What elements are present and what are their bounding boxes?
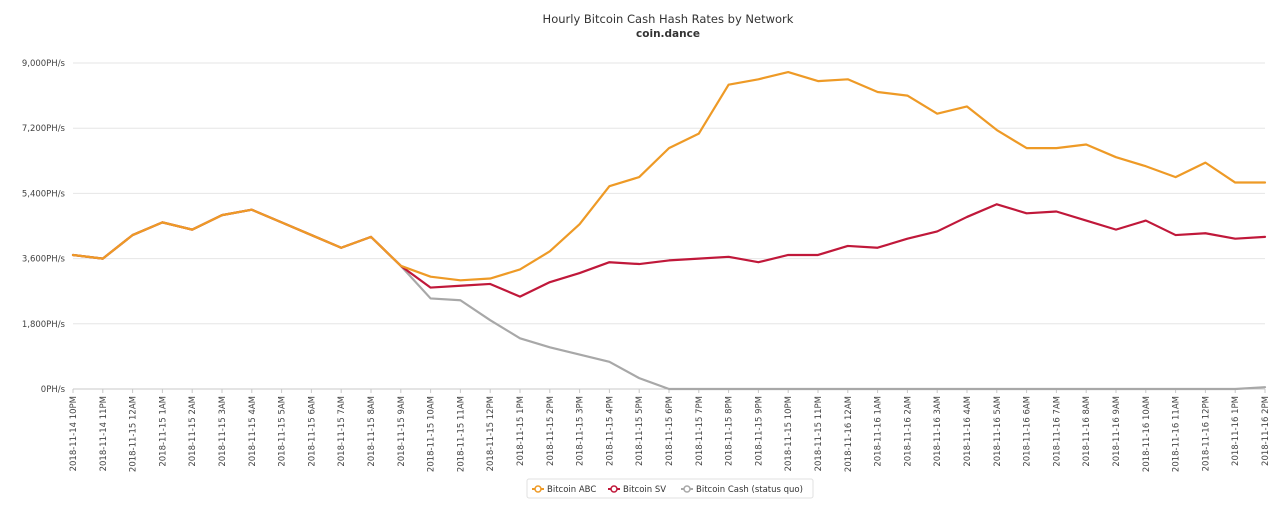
legend[interactable]: Bitcoin ABC Bitcoin SV Bitcoin Cash (statu… — [526, 478, 814, 499]
x-tick-label: 2018-11-16 3AM — [933, 396, 943, 467]
x-tick-label: 2018-11-15 1PM — [516, 396, 526, 466]
x-tick-label: 2018-11-15 6PM — [665, 396, 675, 466]
x-tick-label: 2018-11-14 11PM — [99, 396, 109, 471]
x-tick-label: 2018-11-15 1AM — [158, 396, 168, 467]
y-tick-label: 0PH/s — [41, 385, 66, 395]
x-tick-label: 2018-11-15 4AM — [248, 396, 258, 467]
x-tick-label: 2018-11-15 6AM — [307, 396, 317, 467]
x-tick-label: 2018-11-15 11PM — [814, 396, 824, 471]
x-tick-label: 2018-11-16 2PM — [1261, 396, 1271, 466]
legend-swatch-marker — [610, 485, 618, 493]
y-tick-label: 5,400PH/s — [22, 189, 66, 199]
y-tick-label: 1,800PH/s — [22, 320, 66, 330]
x-tick-label: 2018-11-15 5PM — [635, 396, 645, 466]
x-tick-label: 2018-11-16 12AM — [844, 396, 854, 472]
x-tick-label: 2018-11-15 2AM — [188, 396, 198, 467]
chart-subtitle: coin.dance — [636, 28, 700, 40]
x-tick-label: 2018-11-15 11AM — [456, 396, 466, 472]
x-tick-label: 2018-11-15 10PM — [784, 396, 794, 471]
legend-label: Bitcoin SV — [623, 485, 666, 495]
x-tick-label: 2018-11-15 3AM — [218, 396, 228, 467]
legend-item[interactable]: Bitcoin ABC — [532, 485, 596, 495]
x-tick-label: 2018-11-15 12PM — [486, 396, 496, 471]
grid-lines — [73, 62, 1265, 390]
x-tick-label: 2018-11-16 12PM — [1201, 396, 1211, 471]
x-tick-label: 2018-11-15 12AM — [129, 396, 139, 472]
series-line-2 — [71, 208, 1267, 391]
legend-item[interactable]: Bitcoin Cash (status quo) — [681, 485, 803, 495]
x-tick-label: 2018-11-16 2AM — [903, 396, 913, 467]
legend-box — [526, 478, 814, 499]
series-line-0 — [71, 70, 1267, 282]
x-tick-label: 2018-11-15 7PM — [695, 396, 705, 466]
x-tick-label: 2018-11-15 5AM — [278, 396, 288, 467]
legend-swatch-marker — [683, 485, 691, 493]
x-tick-label: 2018-11-16 1PM — [1231, 396, 1241, 466]
x-tick-label: 2018-11-15 10AM — [427, 396, 437, 472]
x-tick-label: 2018-11-15 8PM — [725, 396, 735, 466]
series-lines — [71, 70, 1267, 391]
x-tick-label: 2018-11-15 2PM — [546, 396, 556, 466]
legend-label: Bitcoin ABC — [547, 485, 596, 495]
y-tick-label: 3,600PH/s — [22, 255, 66, 265]
legend-swatch-marker — [534, 485, 542, 493]
series-line-1 — [71, 203, 1267, 298]
x-tick-label: 2018-11-16 6AM — [1023, 396, 1033, 467]
y-tick-label: 7,200PH/s — [22, 124, 66, 134]
x-tick-label: 2018-11-16 7AM — [1052, 396, 1062, 467]
x-tick-label: 2018-11-15 7AM — [337, 396, 347, 467]
y-tick-label: 9,000PH/s — [22, 59, 66, 69]
x-tick-label: 2018-11-16 11AM — [1172, 396, 1182, 472]
x-tick-label: 2018-11-15 3PM — [576, 396, 586, 466]
x-tick-label: 2018-11-16 10AM — [1142, 396, 1152, 472]
x-tick-label: 2018-11-16 1AM — [874, 396, 884, 467]
x-tick-label: 2018-11-16 9AM — [1112, 396, 1122, 467]
legend-item[interactable]: Bitcoin SV — [608, 485, 666, 495]
chart-title: Hourly Bitcoin Cash Hash Rates by Networ… — [543, 12, 794, 26]
x-tick-label: 2018-11-15 9AM — [397, 396, 407, 467]
x-tick-label: 2018-11-16 5AM — [993, 396, 1003, 467]
x-tick-label: 2018-11-15 4PM — [605, 396, 615, 466]
x-tick-label: 2018-11-14 10PM — [69, 396, 79, 471]
x-axis: 2018-11-14 10PM 2018-11-14 11PM 2018-11-15… — [69, 389, 1271, 472]
x-tick-label: 2018-11-15 8AM — [367, 396, 377, 467]
x-tick-label: 2018-11-15 9PM — [754, 396, 764, 466]
y-axis: 0PH/s 1,800PH/s 3,600PH/s 5,400PH/s 7,200PH/… — [22, 59, 66, 395]
legend-label: Bitcoin Cash (status quo) — [696, 485, 803, 495]
x-tick-label: 2018-11-16 4AM — [963, 396, 973, 467]
x-tick-label: 2018-11-16 8AM — [1082, 396, 1092, 467]
